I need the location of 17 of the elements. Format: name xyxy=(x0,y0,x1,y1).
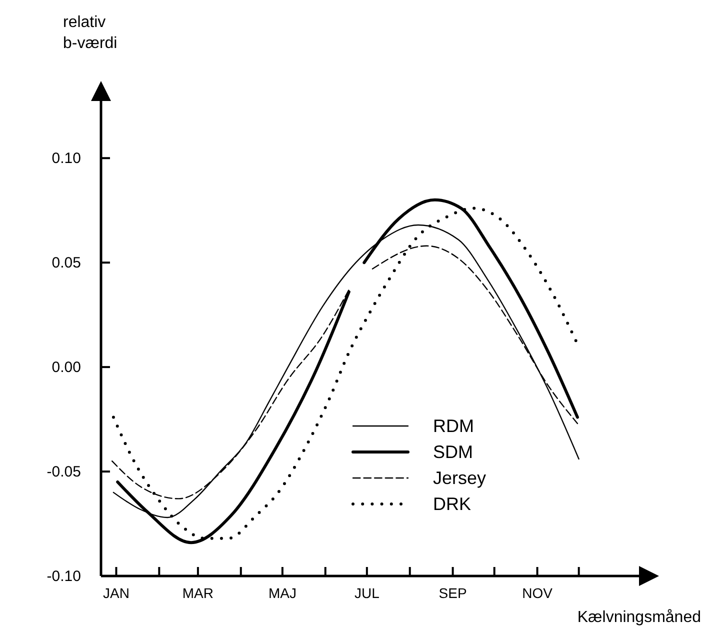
legend-label: DRK xyxy=(433,494,472,514)
legend-label: SDM xyxy=(433,442,473,462)
x-tick-label: JAN xyxy=(103,585,130,601)
legend-label: Jersey xyxy=(433,468,486,488)
x-tick-label: JUL xyxy=(354,585,380,601)
legend-label: RDM xyxy=(433,416,474,436)
x-tick-label: NOV xyxy=(522,585,554,601)
x-tick-label: MAR xyxy=(182,585,214,601)
x-axis-title: Kælvningsmåned xyxy=(577,609,701,626)
y-tick-label: 0.10 xyxy=(52,150,81,168)
y-axis-title: relativ b-værdi xyxy=(63,14,118,52)
y-tick-label: 0.05 xyxy=(52,254,81,272)
y-tick-label: -0.10 xyxy=(46,568,81,585)
y-tick-label: 0.00 xyxy=(52,359,81,376)
x-tick-label: MAJ xyxy=(268,585,296,601)
x-tick-label: SEP xyxy=(438,585,467,601)
y-tick-label: -0.05 xyxy=(46,464,81,481)
